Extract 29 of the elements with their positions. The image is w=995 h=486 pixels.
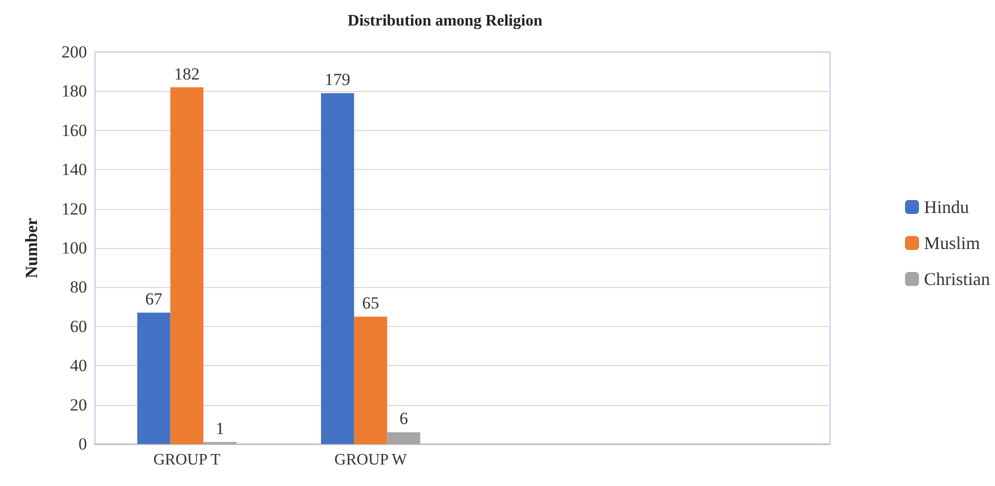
bar <box>137 312 170 444</box>
chart-title: Distribution among Religion <box>348 12 542 30</box>
data-label: 67 <box>145 290 163 309</box>
y-tick-label: 200 <box>62 42 87 62</box>
data-label: 182 <box>174 64 200 84</box>
y-tick-label: 100 <box>62 238 87 258</box>
y-tick-label: 180 <box>62 82 87 101</box>
x-tick-label: GROUP W <box>334 452 408 468</box>
bar <box>170 87 204 444</box>
data-label: 179 <box>324 70 350 90</box>
legend-label: Hindu <box>924 197 970 217</box>
y-tick-label: 160 <box>62 120 87 140</box>
y-tick-label: 20 <box>70 395 87 414</box>
y-tick-label: 0 <box>78 434 87 454</box>
y-tick-label: 120 <box>62 199 87 218</box>
legend-label: Muslim <box>924 233 980 253</box>
y-tick-label: 80 <box>70 278 87 297</box>
x-tick-label: GROUP T <box>153 452 221 468</box>
bar <box>387 432 420 444</box>
y-tick-label: 60 <box>70 316 87 336</box>
y-tick-label: 140 <box>62 160 87 180</box>
data-label: 1 <box>216 419 224 438</box>
data-label: 6 <box>399 409 408 428</box>
legend-label: Christian <box>924 269 990 289</box>
bar <box>354 316 388 444</box>
data-label: 65 <box>362 294 380 313</box>
y-tick-label: 40 <box>70 356 87 376</box>
bar <box>321 93 354 444</box>
y-axis-title: Number <box>22 217 41 278</box>
